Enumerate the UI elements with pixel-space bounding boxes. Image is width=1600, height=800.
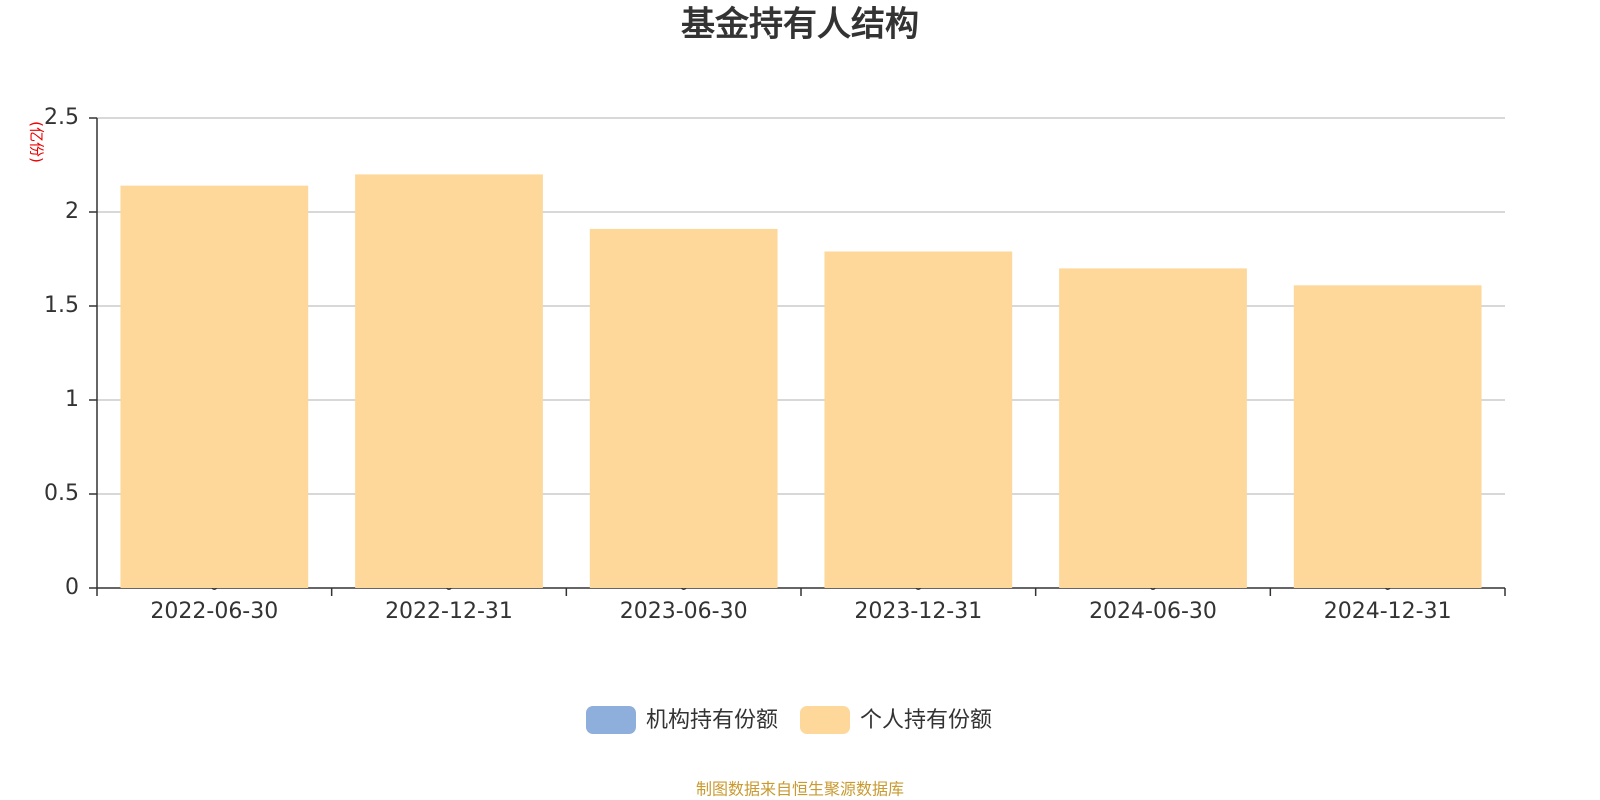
y-axis-label: (亿份) [28, 121, 46, 163]
y-tick-label: 2 [65, 199, 79, 224]
bar [355, 174, 543, 588]
legend-swatch [800, 706, 851, 734]
bar [824, 251, 1013, 589]
bar [1059, 268, 1247, 588]
bar [120, 185, 309, 588]
legend-swatch [586, 706, 636, 734]
y-tick-label: 2.5 [44, 105, 79, 130]
y-tick-label: 1 [65, 387, 79, 412]
x-tick-label: 2022-12-31 [385, 599, 513, 624]
x-tick-label: 2023-06-30 [620, 599, 748, 624]
bar [1293, 285, 1482, 588]
x-tick-label: 2023-12-31 [854, 599, 982, 624]
source-note: 制图数据来自恒生聚源数据库 [696, 780, 904, 799]
x-tick-label: 2022-06-30 [150, 599, 278, 624]
chart-title: 基金持有人结构 [681, 5, 919, 45]
x-tick-label: 2024-06-30 [1089, 599, 1217, 624]
y-tick-label: 1.5 [44, 293, 79, 318]
legend-label: 机构持有份额 [646, 708, 778, 733]
x-tick-label: 2024-12-31 [1324, 599, 1452, 624]
bar [589, 228, 778, 589]
legend-label: 个人持有份额 [860, 708, 992, 733]
y-tick-label: 0.5 [44, 481, 79, 506]
y-tick-label: 0 [65, 575, 79, 600]
